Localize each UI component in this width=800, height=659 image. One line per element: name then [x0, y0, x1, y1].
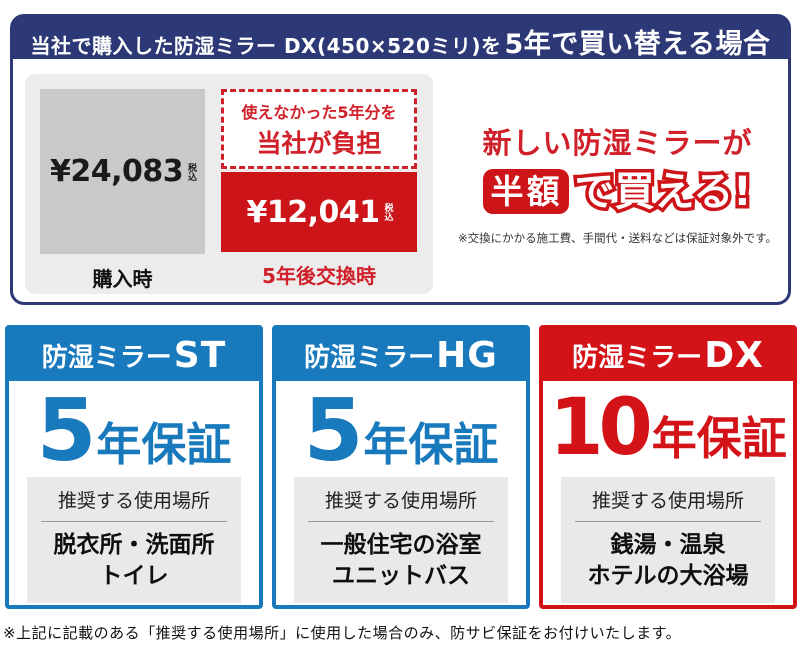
card-st-series-label: 防湿ミラー [41, 342, 172, 373]
promo-outline-text: で買える! [571, 168, 755, 215]
card-dx-warranty-label: 年保証 [651, 412, 787, 465]
burden-line2: 当社が負担 [256, 128, 382, 158]
card-dx-usage-line2: ホテルの大浴場 [587, 563, 749, 590]
card-hg-usage-line1: 一般住宅の浴室 [320, 532, 482, 558]
price-comparison-panel: ¥24,083 税込 購入時 使えなかった5年分を 当社が負担 ¥12,041 … [25, 74, 433, 294]
card-st-usage-panel: 推奨する使用場所 脱衣所・洗面所 トイレ [27, 477, 241, 604]
card-st-warranty-years: 5 [36, 381, 97, 481]
card-dx-usage-line1: 銭湯・温泉 [610, 532, 726, 558]
purchase-price-block: ¥24,083 税込 [40, 89, 205, 254]
purchase-price-row: ¥24,083 税込 [49, 154, 197, 189]
exchange-caption: 5年後交換時 [262, 264, 376, 288]
card-dx-series-label: 防湿ミラー [572, 342, 703, 373]
exchange-column: 使えなかった5年分を 当社が負担 ¥12,041 税込 5年後交換時 [221, 89, 417, 289]
card-hg-warranty-label: 年保証 [363, 418, 499, 471]
offer-title-banner: 当社で購入した防湿ミラー DX(450×520ミリ)を 5年で買い替える場合 [12, 16, 789, 60]
card-hg-series-label: 防湿ミラー [304, 342, 435, 373]
purchase-tax-label: 税込 [186, 162, 197, 181]
replacement-offer-panel: 当社で購入した防湿ミラー DX(450×520ミリ)を 5年で買い替える場合 ¥… [10, 14, 791, 305]
promo-message: 新しい防湿ミラーが 半額 で買える! ※交換にかかる施工費、手間代・送料などは保… [445, 74, 790, 294]
card-mirror-dx: 防湿ミラー DX 10 年保証 推奨する使用場所 銭湯・温泉 ホテルの大浴場 [539, 325, 797, 609]
purchase-price: ¥24,083 [49, 154, 184, 189]
card-st-model-label: ST [173, 334, 227, 376]
card-dx-usage-title: 推奨する使用場所 [575, 486, 761, 522]
card-mirror-hg: 防湿ミラー HG 5 年保証 推奨する使用場所 一般住宅の浴室 ユニットバス [272, 325, 530, 609]
card-dx-warranty-years: 10 [549, 383, 653, 473]
card-st-header: 防湿ミラー ST [9, 329, 259, 381]
offer-title-regular: 当社で購入した防湿ミラー DX(450×520ミリ)を [30, 34, 502, 58]
card-hg-usage-line2: ユニットバス [332, 563, 470, 590]
company-burden-box: 使えなかった5年分を 当社が負担 [221, 89, 417, 169]
promo-disclaimer: ※交換にかかる施工費、手間代・送料などは保証対象外です。 [458, 231, 777, 245]
card-hg-header: 防湿ミラー HG [276, 329, 526, 381]
exchange-price: ¥12,041 [246, 194, 380, 230]
product-cards-row: 防湿ミラー ST 5 年保証 推奨する使用場所 脱衣所・洗面所 トイレ 防湿ミラ… [5, 325, 797, 609]
burden-line1: 使えなかった5年分を [241, 102, 397, 122]
card-st-warranty-label: 年保証 [96, 418, 232, 471]
card-dx-warranty: 10 年保証 [543, 381, 793, 473]
card-dx-usage-panel: 推奨する使用場所 銭湯・温泉 ホテルの大浴場 [561, 477, 775, 604]
card-hg-warranty-years: 5 [303, 381, 364, 481]
half-price-badge: 半額 [483, 169, 570, 214]
purchase-caption: 購入時 [92, 267, 153, 291]
card-hg-warranty: 5 年保証 [276, 381, 526, 481]
card-hg-usage-title: 推奨する使用場所 [308, 486, 494, 522]
card-mirror-st: 防湿ミラー ST 5 年保証 推奨する使用場所 脱衣所・洗面所 トイレ [5, 325, 263, 609]
promo-line2: 半額 で買える! [483, 168, 755, 215]
card-hg-model-label: HG [436, 334, 498, 376]
card-st-usage-line1: 脱衣所・洗面所 [53, 532, 215, 558]
footer-disclaimer: ※上記に記載のある「推奨する使用場所」に使用した場合のみ、防サビ保証をお付けいた… [3, 624, 682, 642]
offer-title-emphasis: 5年で買い替える場合 [504, 29, 771, 60]
card-hg-usage-panel: 推奨する使用場所 一般住宅の浴室 ユニットバス [294, 477, 508, 604]
promo-line1: 新しい防湿ミラーが [482, 126, 753, 160]
exchange-price-row: ¥12,041 税込 [246, 194, 393, 230]
card-st-usage-title: 推奨する使用場所 [41, 486, 227, 522]
exchange-tax-label: 税込 [382, 203, 393, 221]
card-dx-header: 防湿ミラー DX [543, 329, 793, 381]
card-st-warranty: 5 年保証 [9, 381, 259, 481]
exchange-price-block: ¥12,041 税込 [221, 172, 417, 252]
card-st-usage-line2: トイレ [99, 563, 169, 590]
card-dx-model-label: DX [704, 334, 764, 376]
